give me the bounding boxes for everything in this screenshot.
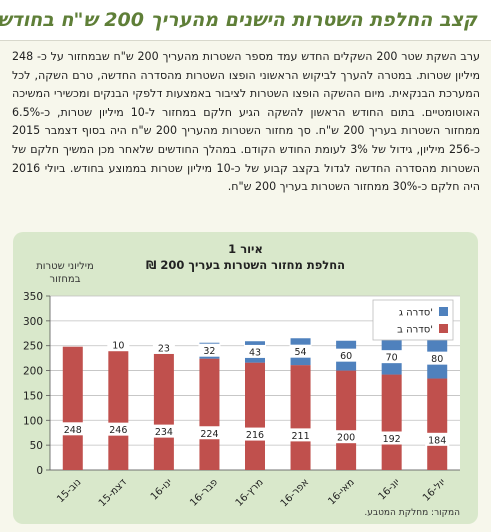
data-label-box xyxy=(243,427,267,441)
bar-series-b xyxy=(245,362,265,470)
stacked-bar-chart: 0 50 100 150 200 250 300 350 248 נוב-15 10 246 דצמ-1… xyxy=(23,291,460,509)
data-label-series-c: 70 xyxy=(386,353,398,364)
bar-series-b xyxy=(336,370,357,470)
data-label-series-c: 60 xyxy=(340,351,352,362)
data-label-series-b: 211 xyxy=(291,431,309,442)
y-tick-label: 350 xyxy=(23,291,43,303)
bar-series-b xyxy=(108,347,129,470)
data-label-series-c: 80 xyxy=(431,354,443,365)
x-tick-label: מאי-16 xyxy=(326,477,356,507)
bar-series-b xyxy=(427,378,448,470)
page-title: קצב החלפת השטרות הישנים מהעריך 200 ש"ח ב… xyxy=(0,9,477,31)
data-label-series-c: 10 xyxy=(112,341,124,352)
figure-source: המקור: מחלקת המטבע. xyxy=(364,508,460,518)
data-label-box xyxy=(288,428,313,442)
y-tick-label: 100 xyxy=(23,415,43,427)
figure-label: איור 1 xyxy=(228,242,263,256)
x-tick-label: נוב-15 xyxy=(55,477,83,505)
y-tick-label: 300 xyxy=(23,316,43,328)
y-axis-unit: מיליוני שטרות במחזור xyxy=(25,260,105,286)
data-label-series-c: 43 xyxy=(249,347,261,358)
y-tick-label: 0 xyxy=(36,465,43,477)
legend-label: סדרה ב' xyxy=(397,325,433,336)
data-label-box xyxy=(152,340,175,354)
x-tick-label: אפר-16 xyxy=(279,477,311,509)
data-label-series-b: 200 xyxy=(337,433,355,444)
data-label-box xyxy=(289,344,312,358)
data-label-box xyxy=(334,430,359,444)
headline-bar: קצב החלפת השטרות הישנים מהעריך 200 ש"ח ב… xyxy=(0,0,491,41)
data-label-series-b: 192 xyxy=(383,434,401,445)
data-label-box xyxy=(379,431,404,445)
x-tick-label: יול-16 xyxy=(421,477,448,504)
figure-panel: איור 1 החלפת מחזור השטרות בעריך 200 ₪ מי… xyxy=(13,232,478,524)
data-label-series-b: 246 xyxy=(109,425,127,436)
data-label-box xyxy=(244,344,266,358)
legend-box xyxy=(372,299,454,341)
data-label-box xyxy=(60,422,85,436)
x-tick-label: פבר-16 xyxy=(188,477,220,509)
legend-swatch xyxy=(439,307,448,316)
x-tick-label: דצמ-15 xyxy=(97,476,130,509)
data-label-series-c: 23 xyxy=(158,343,170,354)
data-label-series-b: 216 xyxy=(246,430,264,441)
y-tick-label: 250 xyxy=(23,341,43,353)
data-label-box xyxy=(426,351,449,365)
data-label-series-b: 184 xyxy=(428,435,446,446)
y-tick-label: 150 xyxy=(23,390,43,402)
data-label-box xyxy=(106,422,131,436)
x-tick-label: מרץ-16 xyxy=(234,477,266,509)
data-label-box xyxy=(151,424,176,438)
y-axis-unit-line2: במחזור xyxy=(49,274,81,285)
y-axis-unit-line1: מיליוני שטרות xyxy=(36,261,94,272)
data-label-box xyxy=(335,348,358,362)
bar-series-b xyxy=(381,374,402,470)
figure-title: החלפת מחזור השטרות בעריך 200 ₪ xyxy=(145,258,346,272)
article-paragraph: ערב השקת שטר 200 השקלים החדש עמד מספר הש… xyxy=(12,50,480,194)
data-label-box xyxy=(425,432,450,446)
legend-label: סדרה ג' xyxy=(399,308,433,319)
bar-series-b xyxy=(62,346,83,470)
legend-swatch xyxy=(439,324,448,333)
data-label-series-b: 248 xyxy=(64,425,82,436)
y-tick-label: 50 xyxy=(30,440,43,452)
data-label-box xyxy=(198,343,221,357)
data-label-series-b: 234 xyxy=(155,427,173,438)
data-label-box xyxy=(380,350,403,364)
data-label-series-c: 32 xyxy=(203,346,215,357)
y-tick-label: 200 xyxy=(23,366,43,378)
bar-series-b xyxy=(199,358,220,470)
data-label-series-b: 224 xyxy=(200,429,218,440)
data-label-series-c: 54 xyxy=(295,347,307,358)
x-tick-label: יונ-16 xyxy=(377,477,403,503)
bar-series-b xyxy=(153,353,174,470)
data-label-box xyxy=(107,338,130,352)
bar-series-b xyxy=(290,365,311,470)
x-tick-label: ינו-16 xyxy=(149,477,175,503)
data-label-box xyxy=(197,426,222,440)
